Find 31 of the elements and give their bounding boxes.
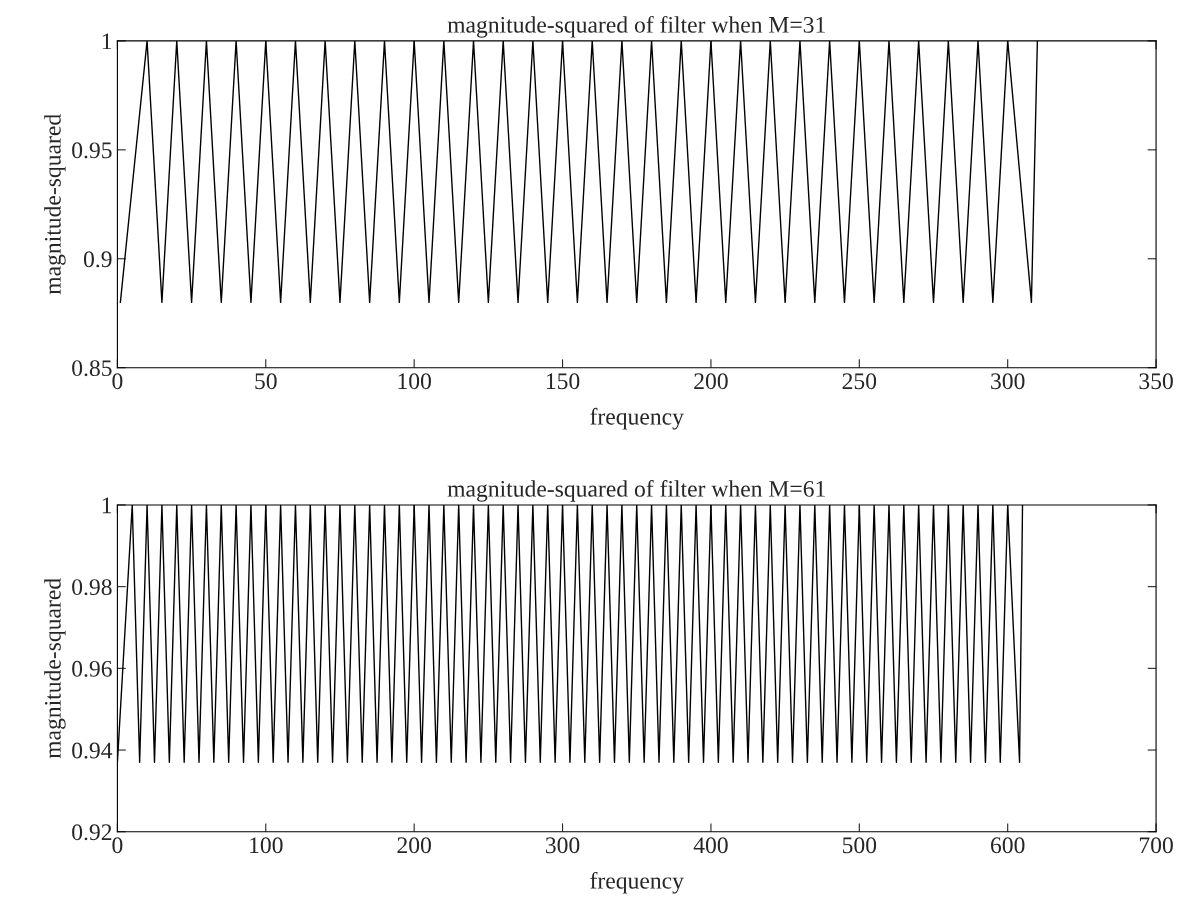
x-tick-label: 600 <box>991 837 1025 854</box>
x-tick-label: 500 <box>842 837 877 854</box>
x-tick-label: 100 <box>398 373 431 390</box>
x-tick-label: 700 <box>1139 837 1173 854</box>
y-tick-label: 1 <box>102 497 112 514</box>
x-tick-label: 200 <box>397 837 431 854</box>
x-tick-label: 350 <box>1139 373 1173 390</box>
y-tick-label: 0.98 <box>72 579 112 596</box>
x-tick-label: 0 <box>112 373 123 390</box>
x-tick-label: 300 <box>991 373 1025 390</box>
y-tick-label: 0.92 <box>72 824 112 841</box>
y-tick-label: 0.85 <box>72 360 112 377</box>
y-tick-label: 0.96 <box>72 660 112 677</box>
x-tick-label: 250 <box>842 373 877 390</box>
x-tick-label: 100 <box>250 837 283 854</box>
x-tick-label: 50 <box>255 373 277 390</box>
chart-title: magnitude-squared of filter when M=61 <box>447 479 825 502</box>
y-axis-title: magnitude-squared <box>44 114 66 295</box>
x-tick-label: 400 <box>693 837 728 854</box>
y-tick-label: 0.95 <box>72 142 112 159</box>
y-tick-label: 1 <box>102 33 112 50</box>
x-tick-label: 150 <box>546 373 580 390</box>
y-tick-label: 0.9 <box>83 251 112 268</box>
x-axis-title: frequency <box>590 407 684 430</box>
chart-title: magnitude-squared of filter when M=31 <box>447 15 825 38</box>
x-tick-label: 0 <box>112 837 123 854</box>
y-tick-label: 0.94 <box>72 742 113 759</box>
x-tick-label: 200 <box>694 373 728 390</box>
x-axis-title: frequency <box>590 871 684 894</box>
x-tick-label: 300 <box>545 837 580 854</box>
y-axis-title: magnitude-squared <box>44 578 66 759</box>
